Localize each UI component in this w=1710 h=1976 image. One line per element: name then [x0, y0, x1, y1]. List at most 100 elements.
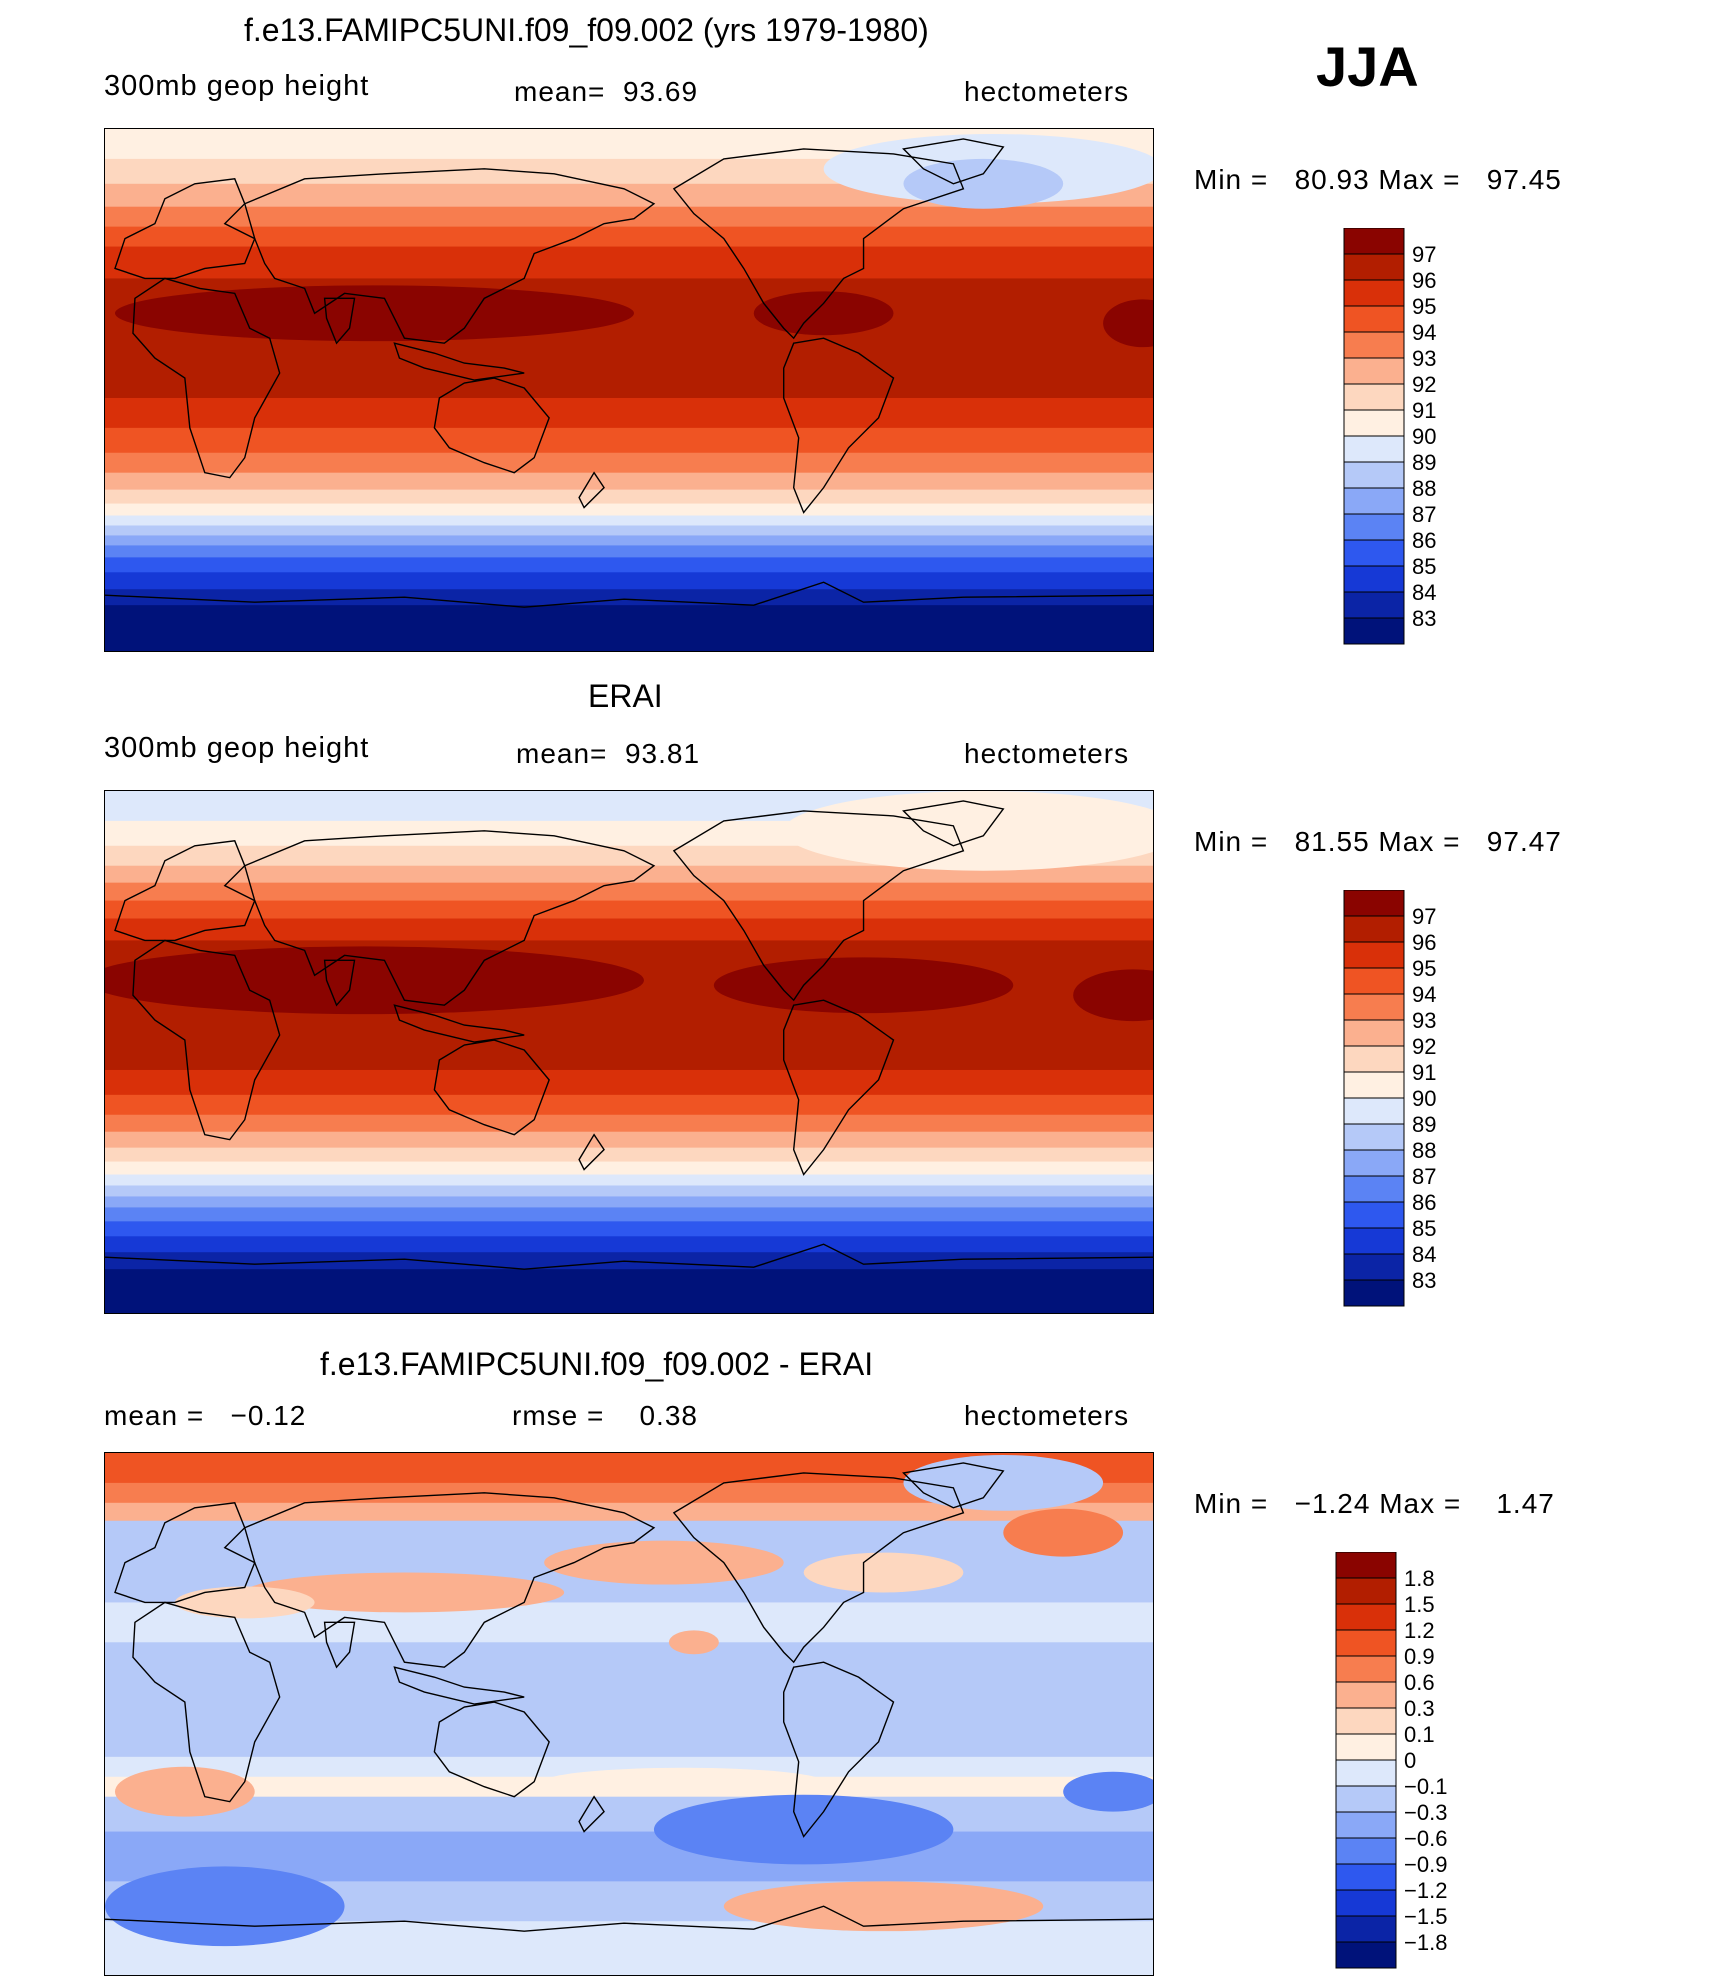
colorbar-tick-label: 89	[1412, 450, 1436, 475]
coastline	[902, 138, 1005, 185]
contour-band	[105, 1069, 1153, 1096]
mean-label: mean= 93.69	[514, 76, 699, 107]
coastline	[105, 1905, 1153, 1932]
mean-label: mean = −0.12	[104, 1400, 307, 1431]
coastline	[902, 800, 1005, 847]
colorbar-tick-label: 83	[1412, 1268, 1436, 1293]
colorbar-box	[1343, 1097, 1405, 1125]
panel-title: f.e13.FAMIPC5UNI.f09_f09.002 - ERAI	[320, 1346, 874, 1382]
panel-title: ERAI	[588, 678, 663, 714]
contour-band	[105, 557, 1153, 574]
colorbar-box	[1343, 228, 1405, 255]
contour-band	[105, 206, 1153, 228]
contour-region	[903, 1454, 1104, 1511]
colorbar-tick-label: 88	[1412, 476, 1436, 501]
mean-label: mean= 93.81	[516, 738, 701, 769]
coastline	[433, 1701, 550, 1798]
contour-region	[668, 1630, 719, 1655]
coastline	[672, 148, 965, 340]
colorbar-box	[1343, 1071, 1405, 1099]
coastline	[323, 1621, 356, 1669]
colorbar-tick-label: −0.6	[1404, 1826, 1447, 1851]
contour-band	[105, 1796, 1153, 1833]
colorbar-tick-label: 0	[1404, 1748, 1416, 1773]
variable-label: 300mb geop height	[104, 732, 370, 764]
colorbar-box	[1343, 383, 1405, 411]
colorbar-tick-label: 97	[1412, 904, 1436, 929]
contour-band	[105, 1161, 1153, 1176]
colorbar-box	[1335, 1655, 1397, 1683]
units-label: hectometers	[964, 738, 1130, 769]
contour-band	[105, 545, 1153, 559]
colorbar-box	[1335, 1603, 1397, 1631]
contour-band	[105, 1185, 1153, 1198]
contour-band	[105, 472, 1153, 491]
colorbar-tick-label: 84	[1412, 580, 1436, 605]
colorbar-box	[1335, 1837, 1397, 1865]
colorbar-box	[1335, 1941, 1397, 1969]
contour-band	[105, 1756, 1153, 1778]
colorbar-box	[1343, 967, 1405, 995]
map-panel-obs	[104, 790, 1154, 1314]
contour-band	[105, 1236, 1153, 1254]
contour-band	[105, 572, 1153, 591]
colorbar-tick-label: 0.3	[1404, 1696, 1435, 1721]
colorbar-tick-label: 1.2	[1404, 1618, 1435, 1643]
colorbar-box	[1343, 253, 1405, 281]
colorbar-tick-label: 90	[1412, 1086, 1436, 1111]
contour-band	[105, 589, 1153, 607]
colorbar-tick-label: −0.3	[1404, 1800, 1447, 1825]
colorbar-tick-label: 90	[1412, 424, 1436, 449]
contour-region	[114, 1766, 255, 1817]
contour-band	[105, 918, 1153, 942]
contour-band	[105, 1642, 1153, 1758]
coastline	[114, 178, 256, 280]
contour-band	[105, 1207, 1153, 1223]
colorbar-box	[1335, 1629, 1397, 1657]
coastline	[132, 277, 281, 479]
contour-band	[105, 397, 1153, 429]
colorbar-tick-label: 96	[1412, 268, 1436, 293]
colorbar-box	[1343, 1045, 1405, 1073]
colorbar-diff: 1.8 1.5 1.2 0.9 0.6 0.3 0.1 0 −0.1 −0.3 −0.6 −0.9 −1…	[1330, 1552, 1490, 1972]
colorbar-tick-label: 85	[1412, 554, 1436, 579]
contour-band	[105, 1196, 1153, 1209]
colorbar-box	[1335, 1811, 1397, 1839]
colorbar-tick-label: −1.2	[1404, 1878, 1447, 1903]
min-max-label: Min = −1.24 Max = 1.47	[1194, 1488, 1555, 1519]
colorbar-tick-label: 85	[1412, 1216, 1436, 1241]
coastline	[105, 1243, 1153, 1270]
contour-region	[1003, 1508, 1124, 1557]
contour-region	[783, 791, 1153, 871]
colorbar-tick-label: 87	[1412, 1164, 1436, 1189]
contour-band	[105, 515, 1153, 527]
colorbar-box	[1335, 1681, 1397, 1709]
contour-region	[1103, 299, 1153, 348]
colorbar-tick-label: −1.8	[1404, 1930, 1447, 1955]
coastline	[323, 959, 356, 1007]
colorbar-tick-label: 95	[1412, 956, 1436, 981]
contour-region	[713, 957, 1014, 1014]
coastline	[243, 1492, 656, 1668]
colorbar-tick-label: −0.1	[1404, 1774, 1447, 1799]
contour-band	[105, 503, 1153, 517]
colorbar-tick-label: 87	[1412, 502, 1436, 527]
coastline	[902, 1462, 1005, 1509]
contour-region	[803, 1552, 964, 1593]
colorbar-tick-label: 86	[1412, 1190, 1436, 1215]
coastline	[393, 1666, 525, 1705]
colorbar-tick-label: 1.8	[1404, 1566, 1435, 1591]
season-label: JJA	[1316, 35, 1419, 98]
colorbar-box	[1335, 1915, 1397, 1943]
coastline	[114, 840, 256, 942]
contour-band	[105, 1114, 1153, 1133]
contour-region	[753, 291, 894, 336]
contour-region	[105, 946, 644, 1015]
coastline	[114, 1502, 256, 1604]
contour-band	[105, 1502, 1153, 1522]
contour-band	[105, 1131, 1153, 1149]
rmse-label: rmse = 0.38	[512, 1400, 698, 1431]
contour-band	[105, 489, 1153, 505]
coastline	[672, 1472, 965, 1664]
colorbar-box	[1335, 1759, 1397, 1787]
